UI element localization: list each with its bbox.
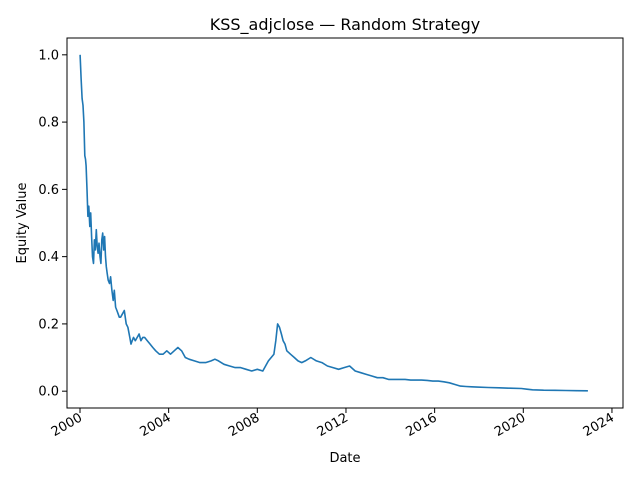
equity-series-line	[79, 54, 588, 392]
chart-title: KSS_adjclose — Random Strategy	[210, 15, 480, 35]
series-layer	[79, 54, 588, 392]
x-axis-title: Date	[329, 451, 360, 466]
y-tick-label: 0.4	[38, 250, 59, 265]
plot-frame	[66, 37, 624, 409]
y-tick-label: 1.0	[38, 48, 59, 63]
y-tick-label: 0.0	[38, 385, 59, 400]
y-tick-label: 0.8	[38, 116, 59, 131]
y-axis-title: Equity Value	[15, 183, 30, 264]
y-axis-ticks: 0.0 0.2 0.4 0.6 0.8 1.0	[38, 48, 67, 400]
y-tick-label: 0.6	[38, 183, 59, 198]
y-tick-label: 0.2	[38, 317, 59, 332]
